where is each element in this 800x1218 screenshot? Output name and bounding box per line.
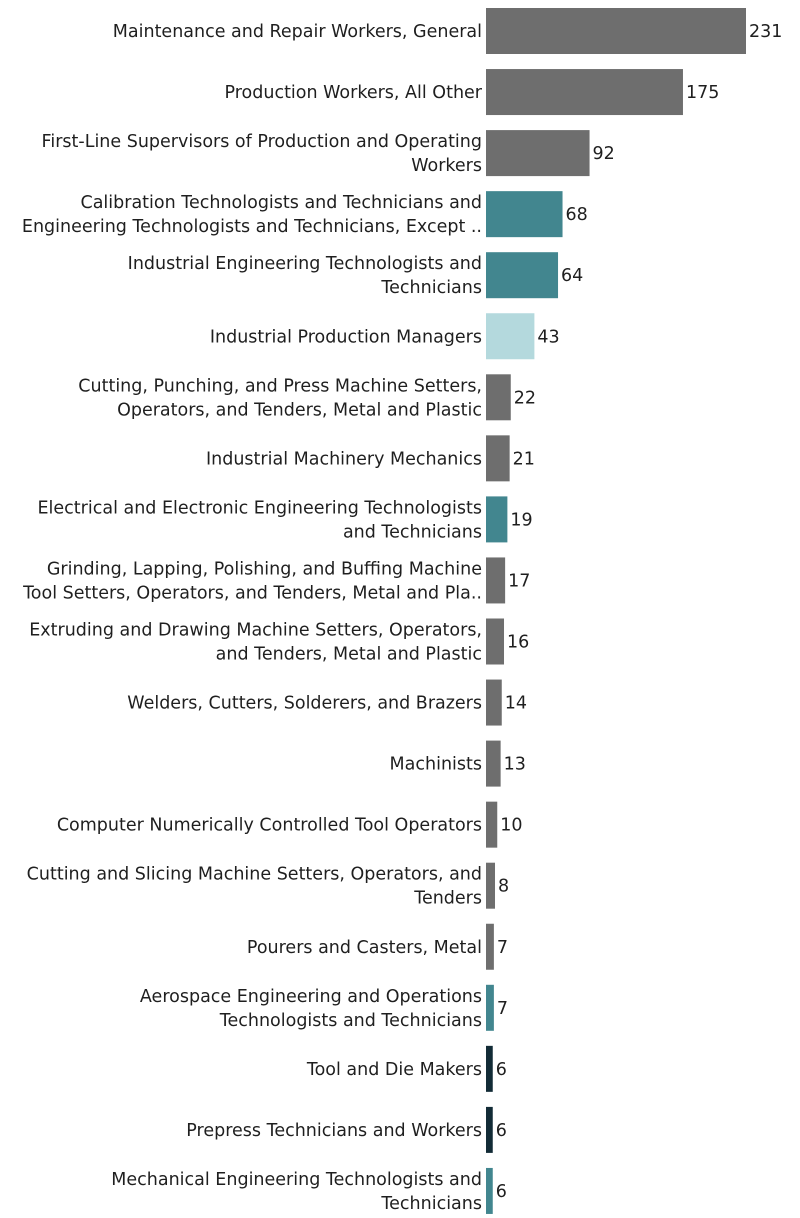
category-label: Mechanical Engineering Technologists and… xyxy=(111,1170,482,1214)
category-label: Pourers and Casters, Metal xyxy=(247,938,482,958)
category-label-line: Workers xyxy=(411,156,482,176)
category-label-line: Grinding, Lapping, Polishing, and Buffin… xyxy=(47,559,482,579)
category-label-line: and Technicians xyxy=(343,522,482,542)
category-label: Tool and Die Makers xyxy=(306,1060,482,1080)
category-label: Industrial Production Managers xyxy=(210,327,482,347)
data-label: 10 xyxy=(500,816,522,836)
category-label-line: Machinists xyxy=(390,755,482,775)
category-label-line: Pourers and Casters, Metal xyxy=(247,938,482,958)
category-label: Machinists xyxy=(390,755,482,775)
category-label-line: First-Line Supervisors of Production and… xyxy=(42,132,482,152)
data-label: 16 xyxy=(507,633,529,653)
category-label: Welders, Cutters, Solderers, and Brazers xyxy=(127,694,482,714)
category-label: Production Workers, All Other xyxy=(224,83,482,103)
category-label: Extruding and Drawing Machine Setters, O… xyxy=(29,621,482,665)
data-label: 6 xyxy=(496,1060,507,1080)
category-label-line: Aerospace Engineering and Operations xyxy=(140,987,482,1007)
data-label: 175 xyxy=(686,83,719,103)
bar xyxy=(486,923,494,970)
category-label: Maintenance and Repair Workers, General xyxy=(113,22,482,42)
data-label: 7 xyxy=(497,938,508,958)
category-label-line: Technologists and Technicians xyxy=(219,1011,482,1031)
bar xyxy=(486,496,508,543)
data-label: 7 xyxy=(497,999,508,1019)
category-label-line: Tenders xyxy=(413,889,482,909)
data-label: 8 xyxy=(498,877,509,897)
category-label: Cutting and Slicing Machine Setters, Ope… xyxy=(27,865,482,909)
data-label: 14 xyxy=(505,694,527,714)
category-label-line: Maintenance and Repair Workers, General xyxy=(113,22,482,42)
category-label-line: Technicians xyxy=(380,1194,482,1214)
data-label: 64 xyxy=(561,266,583,286)
bar xyxy=(486,740,501,787)
category-label-line: Computer Numerically Controlled Tool Ope… xyxy=(57,816,482,836)
category-label: Electrical and Electronic Engineering Te… xyxy=(38,498,483,542)
category-label-line: Industrial Production Managers xyxy=(210,327,482,347)
bar xyxy=(486,679,502,726)
data-label: 6 xyxy=(496,1182,507,1202)
category-label: Cutting, Punching, and Press Machine Set… xyxy=(78,376,482,420)
category-label: Aerospace Engineering and Operations Tech… xyxy=(140,987,482,1031)
category-label-line: Prepress Technicians and Workers xyxy=(186,1121,482,1141)
category-label-line: Tool and Die Makers xyxy=(306,1060,482,1080)
category-label: Prepress Technicians and Workers xyxy=(186,1121,482,1141)
bar xyxy=(486,984,494,1031)
category-label-line: Welders, Cutters, Solderers, and Brazers xyxy=(127,694,482,714)
data-label: 21 xyxy=(513,449,535,469)
bar xyxy=(486,130,590,177)
bar xyxy=(486,191,563,238)
bar xyxy=(486,557,506,604)
data-label: 22 xyxy=(514,388,536,408)
data-label: 68 xyxy=(566,205,588,225)
category-label: Industrial Machinery Mechanics xyxy=(206,449,482,469)
category-label-line: Electrical and Electronic Engineering Te… xyxy=(38,498,483,518)
category-label-line: Industrial Engineering Technologists and xyxy=(128,254,482,274)
category-label: Calibration Technologists and Technician… xyxy=(22,193,482,237)
category-label-line: Cutting, Punching, and Press Machine Set… xyxy=(78,376,482,396)
category-label-line: Industrial Machinery Mechanics xyxy=(206,449,482,469)
category-label-line: Mechanical Engineering Technologists and xyxy=(111,1170,482,1190)
data-label: 92 xyxy=(593,144,615,164)
category-label-line: Operators, and Tenders, Metal and Plasti… xyxy=(117,400,482,420)
data-label: 43 xyxy=(537,327,559,347)
category-label-line: Production Workers, All Other xyxy=(224,83,482,103)
category-label: Industrial Engineering Technologists and… xyxy=(128,254,482,298)
bar xyxy=(486,618,505,665)
data-label: 19 xyxy=(510,510,532,530)
bar xyxy=(486,313,535,360)
bar xyxy=(486,8,746,54)
category-label-line: Calibration Technologists and Technician… xyxy=(80,193,482,213)
bar xyxy=(486,435,510,482)
data-label: 6 xyxy=(496,1121,507,1141)
category-label: First-Line Supervisors of Production and… xyxy=(42,132,482,176)
data-label: 13 xyxy=(504,755,526,775)
data-label: 231 xyxy=(749,22,782,42)
category-label-line: Extruding and Drawing Machine Setters, O… xyxy=(29,621,482,641)
category-label: Grinding, Lapping, Polishing, and Buffin… xyxy=(22,559,482,603)
bar xyxy=(486,252,559,299)
data-label: 17 xyxy=(508,571,530,591)
bar xyxy=(486,69,683,116)
bar xyxy=(486,1167,493,1214)
category-label-line: Technicians xyxy=(380,278,482,298)
bar xyxy=(486,862,496,909)
category-label-line: Cutting and Slicing Machine Setters, Ope… xyxy=(27,865,482,885)
category-label: Computer Numerically Controlled Tool Ope… xyxy=(57,816,482,836)
bar xyxy=(486,374,511,421)
bar xyxy=(486,1106,493,1153)
category-label-line: and Tenders, Metal and Plastic xyxy=(216,645,482,665)
bar xyxy=(486,1045,493,1092)
bar xyxy=(486,801,498,848)
category-label-line: Engineering Technologists and Technician… xyxy=(22,217,482,237)
category-label-line: Tool Setters, Operators, and Tenders, Me… xyxy=(22,583,482,603)
